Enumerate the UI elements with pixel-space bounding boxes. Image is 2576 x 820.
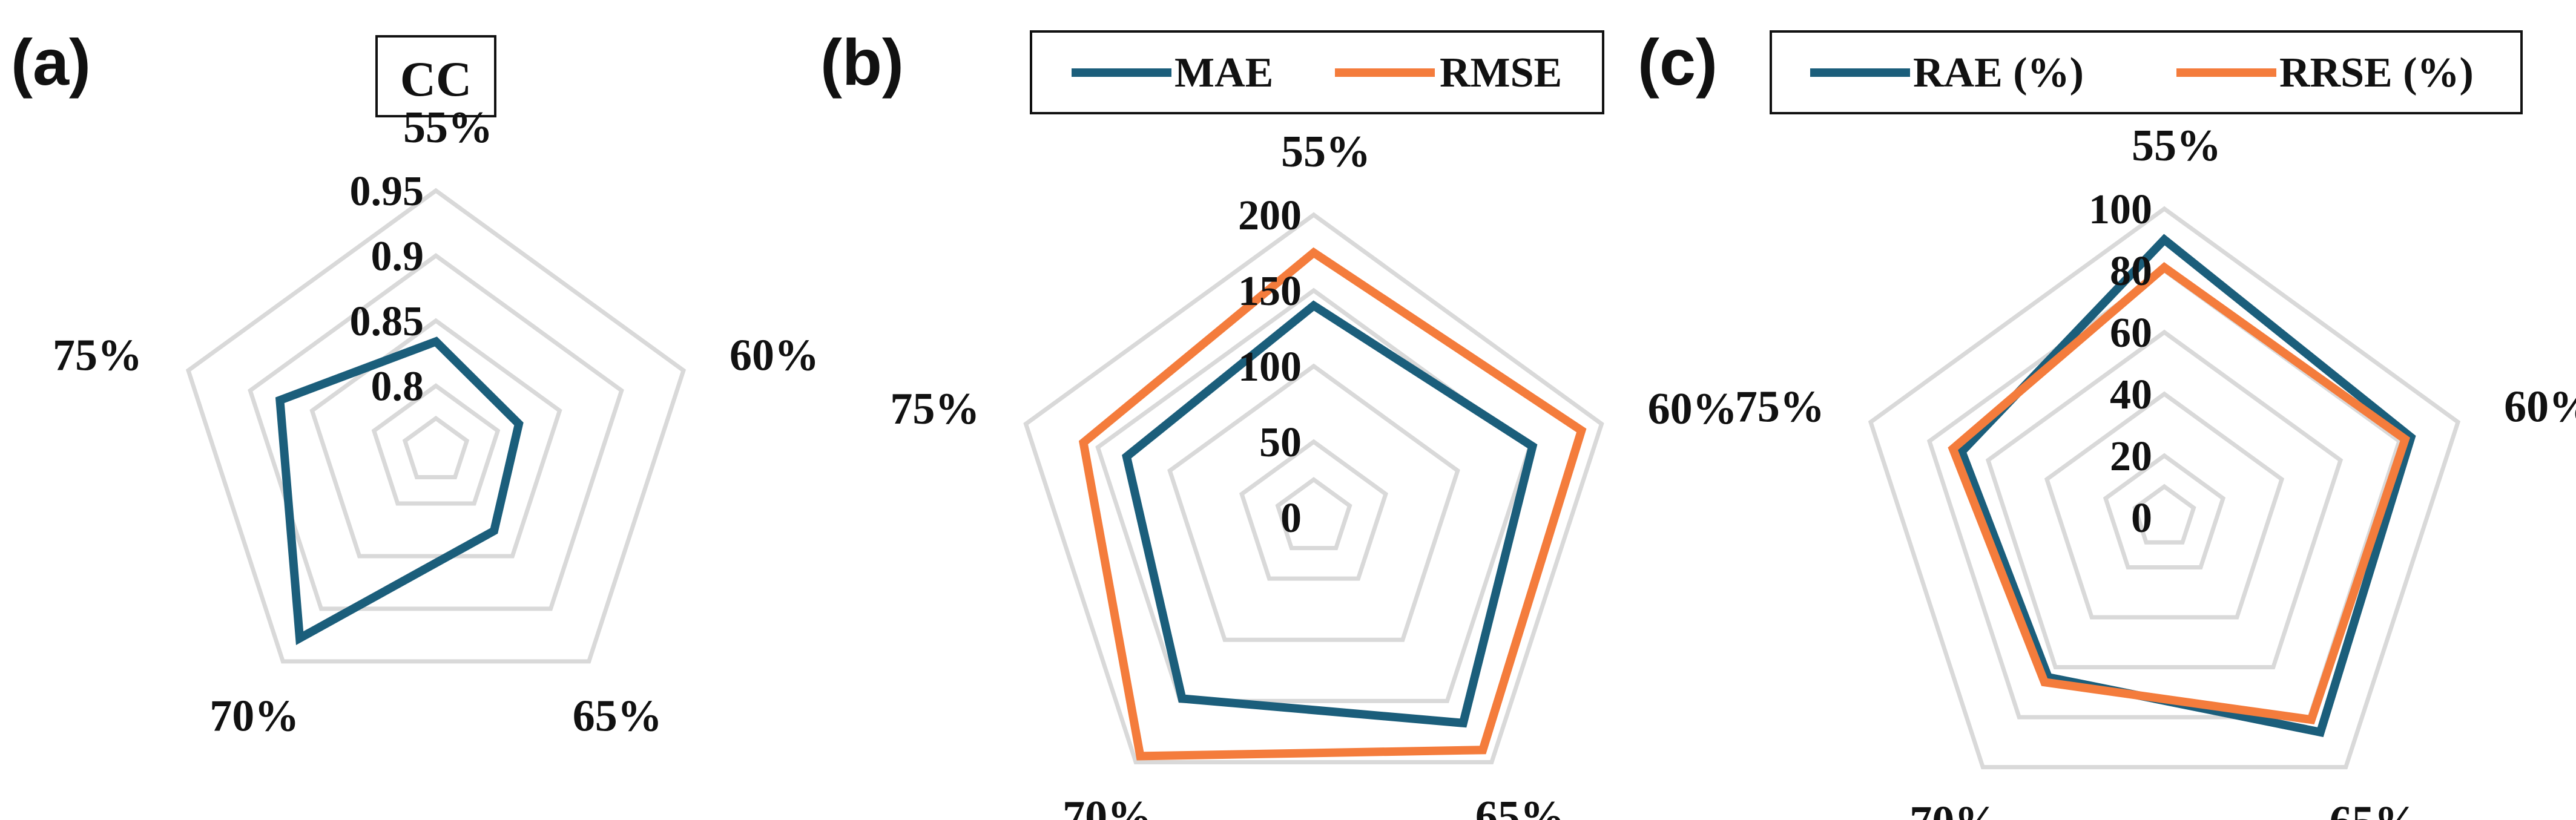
series-rrse-polygon [1948,262,2411,724]
panel-b-series [1078,247,1587,761]
series-rmse-polygon [1078,247,1587,761]
panel-a-category-labels: 55% 60% 65% 70% 75% [53,103,819,741]
panel-a-tick-label: 0.95 [350,168,424,215]
panel-c-grid-ring [2103,453,2226,570]
legend-label-rrse: RRSE (%) [2279,50,2474,96]
panel-b-category-label: 60% [1648,384,1738,434]
series-rae-polygon [1957,234,2416,737]
panel-a-category-label: 70% [209,692,299,741]
panel-c-category-label: 60% [2504,382,2576,432]
panel-c: (c) RAE (%) RRSE (%) 0 20 40 60 80 100 55% 60%… [1638,25,2576,820]
panel-b-category-label: 70% [1062,792,1152,820]
panel-a-series [275,336,524,645]
panel-b-grid-ring [1275,477,1352,551]
panel-b: (b) MAE RMSE 0 50 100 150 200 55% 60% 65% 70% 75… [820,25,1738,820]
panel-c-legend: RAE (%) RRSE (%) [1770,30,2523,114]
panel-c-grid-ring [1868,206,2461,770]
panel-a-grid [185,188,687,664]
panel-b-grid-ring [1239,439,1388,581]
panel-c-grid-ring [1985,329,2344,670]
series-mae-polygon [1122,300,1538,728]
panel-b-tick-label: 50 [1259,419,1302,466]
panel-a-tick-label: 0.85 [350,298,424,345]
panel-b-grid [1023,212,1604,765]
series-cc-polygon [275,336,524,645]
panel-a-category-label: 60% [730,330,819,380]
panel-a: (a) CC 0.8 0.85 0.9 0.95 55% 60% 65% 70% 75% [11,25,819,741]
panel-a-title: CC [400,51,472,107]
panel-c-tick-label: 80 [2110,248,2152,295]
panel-c-grid-ring [1926,267,2402,720]
panel-b-tick-label: 0 [1280,495,1302,542]
panel-c-tick-label: 60 [2110,310,2152,356]
panel-b-grid-ring [1023,212,1604,765]
panel-a-grid-ring [185,188,687,664]
legend-label-rae: RAE (%) [1913,50,2084,96]
panel-c-ticks: 0 20 40 60 80 100 [2089,186,2152,542]
panel-c-category-label: 65% [2330,797,2419,820]
panel-c-tick-label: 20 [2110,433,2152,480]
panel-b-tick-label: 200 [1238,192,1302,239]
panel-b-category-labels: 55% 60% 65% 70% 75% [890,127,1737,820]
panel-c-grid-ring [2044,391,2285,620]
panel-a-tick-label: 0.9 [371,234,424,280]
panel-a-category-label: 55% [403,103,493,153]
panel-b-tick-label: 150 [1238,268,1302,315]
legend-label-rmse: RMSE [1440,50,1562,96]
panel-c-grid [1868,206,2461,770]
panel-a-grid-ring [309,318,562,559]
panel-b-ticks: 0 50 100 150 200 [1238,192,1302,542]
panel-a-letter: (a) [11,25,91,99]
panel-b-category-label: 75% [890,384,980,434]
panel-a-category-label: 75% [53,330,142,380]
panel-b-legend: MAE RMSE [1030,30,1604,114]
panel-b-grid-ring [1167,363,1460,642]
panel-a-category-label: 65% [573,692,662,741]
panel-c-tick-label: 100 [2089,186,2152,233]
panel-c-category-label: 70% [1909,797,1999,820]
panel-c-category-label: 55% [2132,121,2221,171]
panel-c-grid-ring [2132,484,2196,545]
panel-a-ticks: 0.8 0.85 0.9 0.95 [350,168,424,410]
panel-a-grid-ring [402,415,470,479]
panel-c-letter: (c) [1638,25,1718,99]
panel-a-grid-ring [248,253,624,611]
panel-a-tick-label: 0.8 [371,364,424,410]
panel-c-series [1948,234,2416,737]
panel-a-title-box [375,35,496,117]
panel-b-category-label: 65% [1475,792,1565,820]
panel-c-category-labels: 55% 60% 65% 70% 75% [1735,121,2576,820]
panel-c-tick-label: 0 [2131,495,2152,542]
panel-c-category-label: 75% [1735,382,1825,432]
legend-label-mae: MAE [1174,50,1273,96]
panel-b-category-label: 55% [1281,127,1371,177]
panel-b-letter: (b) [820,25,904,99]
panel-b-tick-label: 100 [1238,344,1302,390]
panel-c-tick-label: 40 [2110,372,2152,418]
panel-a-grid-ring [371,383,501,506]
